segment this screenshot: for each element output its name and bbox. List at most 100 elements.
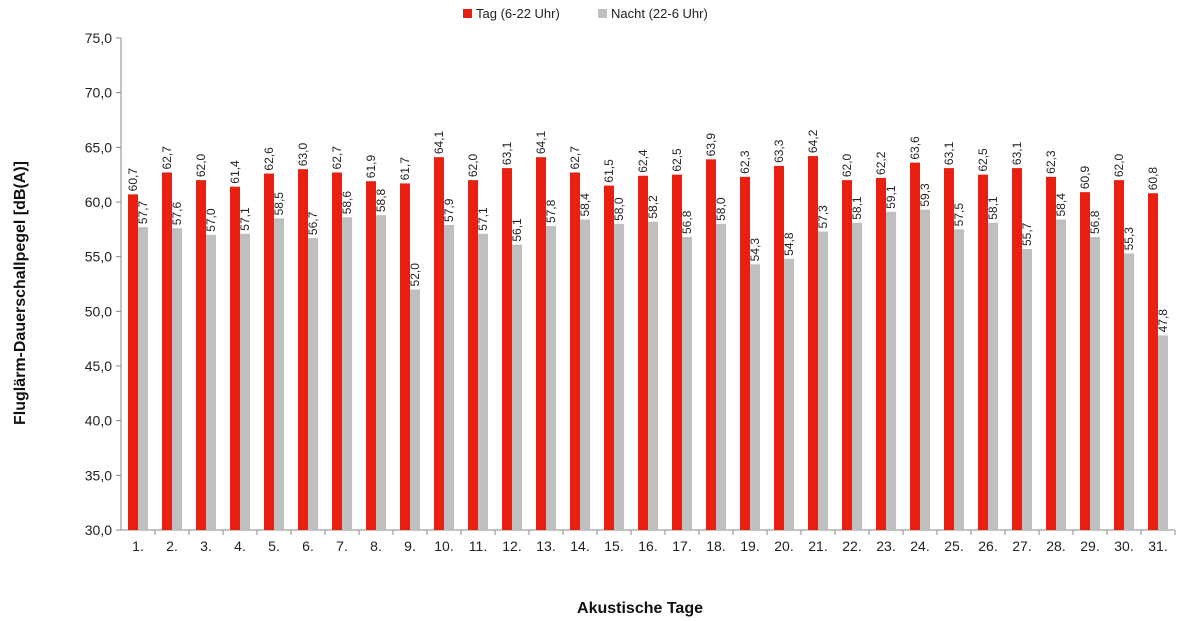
data-label-tag: 62,5 — [670, 148, 684, 172]
y-tick-label: 55,0 — [85, 249, 112, 265]
x-tick-label: 8. — [370, 538, 382, 554]
data-label-nacht: 58,6 — [340, 191, 354, 215]
bar-nacht — [682, 236, 692, 530]
y-tick-label: 45,0 — [85, 358, 112, 374]
bar-nacht — [444, 224, 454, 530]
bar-tag — [230, 186, 240, 530]
data-label-tag: 63,3 — [772, 139, 786, 163]
x-tick-label: 21. — [808, 538, 827, 554]
data-label-nacht: 58,8 — [374, 188, 388, 212]
bar-tag — [1012, 168, 1022, 530]
data-label-nacht: 57,8 — [544, 199, 558, 223]
bar-tag — [570, 172, 580, 531]
x-tick-label: 27. — [1012, 538, 1031, 554]
data-label-nacht: 58,1 — [850, 196, 864, 220]
y-tick-label: 50,0 — [85, 303, 112, 319]
data-label-nacht: 56,8 — [1088, 210, 1102, 234]
bar-tag — [672, 174, 682, 530]
data-label-nacht: 57,6 — [170, 202, 184, 226]
data-label-tag: 61,9 — [364, 155, 378, 179]
bar-nacht — [852, 222, 862, 531]
bar-tag — [366, 181, 376, 530]
x-tick-label: 9. — [404, 538, 416, 554]
bar-tag — [1148, 193, 1158, 530]
data-label-tag: 62,7 — [568, 146, 582, 170]
bar-tag — [876, 177, 886, 531]
x-tick-label: 1. — [132, 538, 144, 554]
data-label-tag: 64,2 — [806, 129, 820, 153]
data-label-nacht: 56,8 — [680, 210, 694, 234]
data-label-nacht: 47,8 — [1156, 309, 1170, 333]
x-tick-label: 28. — [1046, 538, 1065, 554]
data-label-tag: 62,7 — [330, 146, 344, 170]
bar-nacht — [274, 218, 284, 530]
data-label-nacht: 57,1 — [238, 207, 252, 231]
data-label-tag: 62,3 — [738, 150, 752, 174]
x-tick-label: 18. — [706, 538, 725, 554]
x-tick-label: 7. — [336, 538, 348, 554]
data-label-nacht: 57,7 — [136, 200, 150, 224]
bar-nacht — [410, 289, 420, 530]
data-label-tag: 62,3 — [1044, 150, 1058, 174]
data-label-tag: 62,0 — [466, 153, 480, 177]
data-label-nacht: 56,7 — [306, 211, 320, 235]
bar-nacht — [546, 226, 556, 530]
data-label-tag: 61,7 — [398, 157, 412, 181]
bar-tag — [978, 174, 988, 530]
data-label-tag: 62,6 — [262, 147, 276, 171]
bar-tag — [434, 157, 444, 530]
bar-tag — [332, 172, 342, 531]
data-label-nacht: 56,1 — [510, 218, 524, 242]
data-label-nacht: 58,4 — [578, 193, 592, 217]
data-label-nacht: 57,3 — [816, 205, 830, 229]
bar-nacht — [206, 234, 216, 531]
bar-tag — [706, 159, 716, 531]
x-tick-label: 23. — [876, 538, 895, 554]
x-tick-label: 30. — [1114, 538, 1133, 554]
bar-nacht — [240, 233, 250, 530]
data-label-nacht: 57,5 — [952, 203, 966, 227]
y-tick-label: 75,0 — [85, 30, 112, 46]
data-label-nacht: 52,0 — [408, 263, 422, 287]
legend-swatch-nacht — [598, 9, 607, 18]
data-label-tag: 62,0 — [1112, 153, 1126, 177]
x-tick-label: 6. — [302, 538, 314, 554]
x-tick-label: 3. — [200, 538, 212, 554]
x-tick-label: 15. — [604, 538, 623, 554]
bar-nacht — [172, 228, 182, 531]
data-label-nacht: 57,0 — [204, 208, 218, 232]
bar-tag — [944, 168, 954, 530]
plot-area: 30,0 35,0 40,0 45,0 50,0 55,0 60,0 65,0 70,0 75,0… — [85, 30, 1176, 554]
data-label-tag: 60,8 — [1146, 167, 1160, 191]
bar-tag — [502, 168, 512, 530]
x-tick-label: 12. — [502, 538, 521, 554]
data-label-tag: 62,0 — [194, 153, 208, 177]
data-label-tag: 61,5 — [602, 159, 616, 183]
x-tick-label: 22. — [842, 538, 861, 554]
bar-nacht — [716, 223, 726, 530]
legend-label-tag: Tag (6-22 Uhr) — [476, 6, 560, 21]
bar-nacht — [954, 229, 964, 531]
data-label-tag: 64,1 — [534, 130, 548, 154]
legend: Tag (6-22 Uhr) Nacht (22-6 Uhr) — [463, 6, 708, 21]
x-tick-label: 29. — [1080, 538, 1099, 554]
x-tick-label: 2. — [166, 538, 178, 554]
y-tick-label: 30,0 — [85, 522, 112, 538]
data-label-nacht: 54,3 — [748, 238, 762, 262]
bar-nacht — [512, 244, 522, 530]
bar-tag — [298, 169, 308, 530]
data-label-nacht: 59,1 — [884, 185, 898, 209]
bar-nacht — [920, 209, 930, 531]
y-tick-label: 65,0 — [85, 139, 112, 155]
data-label-tag: 63,1 — [500, 141, 514, 165]
data-label-nacht: 55,3 — [1122, 227, 1136, 251]
data-label-nacht: 55,7 — [1020, 222, 1034, 246]
bar-tag — [808, 156, 818, 530]
legend-label-nacht: Nacht (22-6 Uhr) — [611, 6, 708, 21]
data-label-nacht: 57,9 — [442, 198, 456, 222]
bar-tag — [910, 162, 920, 530]
y-tick-label: 70,0 — [85, 85, 112, 101]
bar-nacht — [784, 258, 794, 530]
data-label-nacht: 58,0 — [714, 197, 728, 221]
